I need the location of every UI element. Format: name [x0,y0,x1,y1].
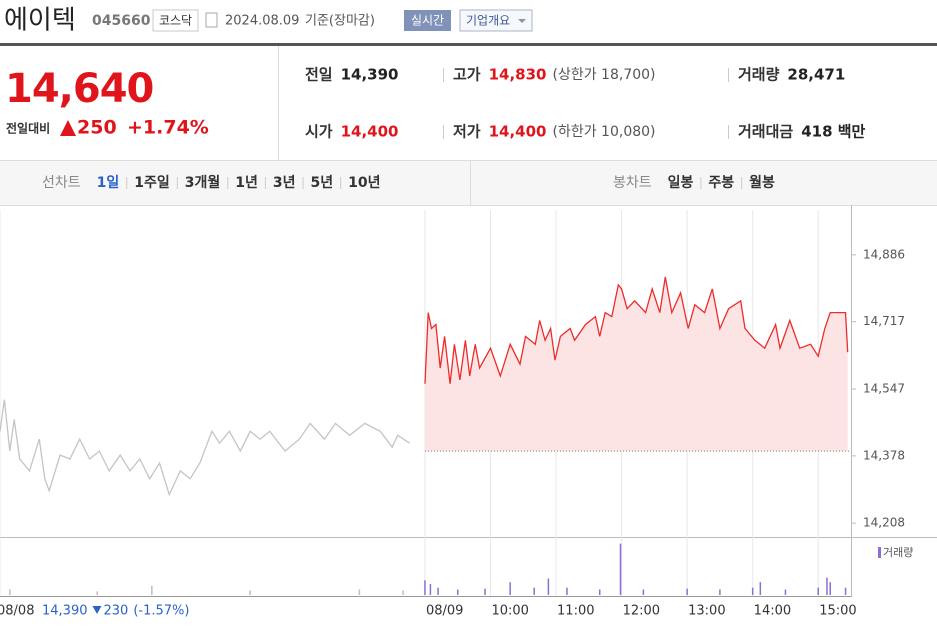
overview-button[interactable] [459,9,533,32]
x-tick-label: 13:00 [688,604,725,619]
volume-bar [96,591,98,595]
tabs: 선차트 1일 1주일 3개월 1년 3년 5년 10년 봉차트 일봉 주봉 월봉 [42,174,775,191]
volume-bar [686,588,688,595]
change: 250 [77,117,117,139]
x-tick-label: 11:00 [557,604,594,619]
info-value: 418 백만 [801,123,865,141]
y-tick-label: 14,886 [863,247,905,261]
tab[interactable]: 주봉 [708,175,734,191]
volume-bar [484,588,486,595]
volume-bar [619,543,622,595]
x-tick-label: 12:00 [623,604,660,619]
prev-close-price: 14,390 [42,604,88,619]
tab[interactable]: 1일 [97,175,120,191]
volume-bar [533,587,535,595]
tab-group-label: 봉차트 [613,175,652,191]
volume-bar [751,587,754,595]
realtime-button[interactable] [404,10,451,31]
stock-name: 에이텍 [4,6,76,36]
info-note: (상한가 18,700) [553,67,656,83]
current-price: 14,640 [5,66,153,112]
volume-bar [437,587,439,595]
y-tick-label: 14,208 [863,516,905,530]
volume-bar [759,582,762,595]
volume-bar [566,587,568,595]
volume-bar [402,590,404,595]
tab[interactable]: 일봉 [668,175,694,191]
y-tick-label: 14,547 [863,381,905,395]
volume-bar [719,589,721,595]
volume-bar [429,584,432,595]
tab[interactable]: 1년 [235,175,258,191]
price-line [424,276,849,384]
calendar-icon [205,12,218,28]
x-tick-label: 08/09 [426,604,463,619]
volume-bar [844,587,847,595]
chart: 08/08 08/09 10:00 11:00 12:00 13:00 14:00 15:00… [0,205,937,619]
volume-bar [509,582,511,595]
volume-bar [598,589,601,595]
tab[interactable]: 3년 [273,175,296,191]
volume-bar [424,580,426,595]
x-tick-label: 10:00 [491,604,528,619]
info-label: 고가 [453,66,481,84]
market-badge [152,9,199,32]
up-arrow [60,120,76,136]
info-label: 거래량 [738,66,780,84]
info-label: 전일 [305,66,333,84]
volume-bar [826,577,828,595]
info-label: 거래대금 [738,123,793,141]
prev-close-rate: (-1.57%) [133,604,189,619]
tab[interactable]: 3개월 [185,174,221,191]
basis: 기준(장마감) [305,14,375,29]
y-tick-label: 14,378 [863,448,905,462]
info-value: 14,830 [489,66,547,84]
change-rate: +1.74% [127,117,209,139]
tab[interactable]: 월봉 [749,174,775,191]
market-label: 코스닥 [159,14,192,28]
tab[interactable]: 5년 [311,175,334,191]
info-grid: 전일 14,390 고가 14,830 (상한가 18,700) 거래량 28,471 시가 1… [305,66,866,141]
legend-label: 거래량 [883,546,913,559]
x-tick-label: 15:00 [819,604,856,619]
dropdown-arrow [518,19,526,23]
volume-bar [249,590,251,595]
volume-bar [456,589,459,595]
volume-bar [829,582,831,595]
info-value: 14,400 [341,123,399,141]
header-rule [0,43,937,46]
y-tick-label: 14,717 [863,314,905,328]
tab[interactable]: 10년 [348,175,380,191]
volume-bar [642,589,645,595]
volume-bar [9,589,11,595]
date: 2024.08.09 [225,14,299,29]
tab-bar [0,161,937,205]
volume-bar [151,585,153,595]
volume-bar [817,587,819,595]
volume-bar [358,589,361,595]
overview-label[interactable]: 기업개요 [466,14,510,28]
info-value: 14,390 [341,66,399,84]
volume-bar [547,578,550,595]
info-note: (하한가 10,080) [553,124,656,140]
price-line [0,399,411,497]
info-label: 시가 [305,123,333,141]
prev-close-change: 230 [104,604,129,619]
x-tick-label: 08/08 [0,604,34,619]
tab-group-label: 선차트 [42,175,81,191]
info-label: 저가 [453,123,481,141]
tab[interactable]: 1주일 [134,175,170,191]
legend-swatch [878,547,881,558]
info-value: 28,471 [787,66,845,84]
realtime-label[interactable]: 실시간 [411,14,444,28]
info-value: 14,400 [489,123,547,141]
down-arrow [92,606,102,614]
stock-code: 045660 [92,13,151,29]
x-tick-label: 14:00 [754,604,791,619]
volume-bar [784,589,787,595]
change-label: 전일대비 [6,121,50,136]
area [425,277,848,452]
